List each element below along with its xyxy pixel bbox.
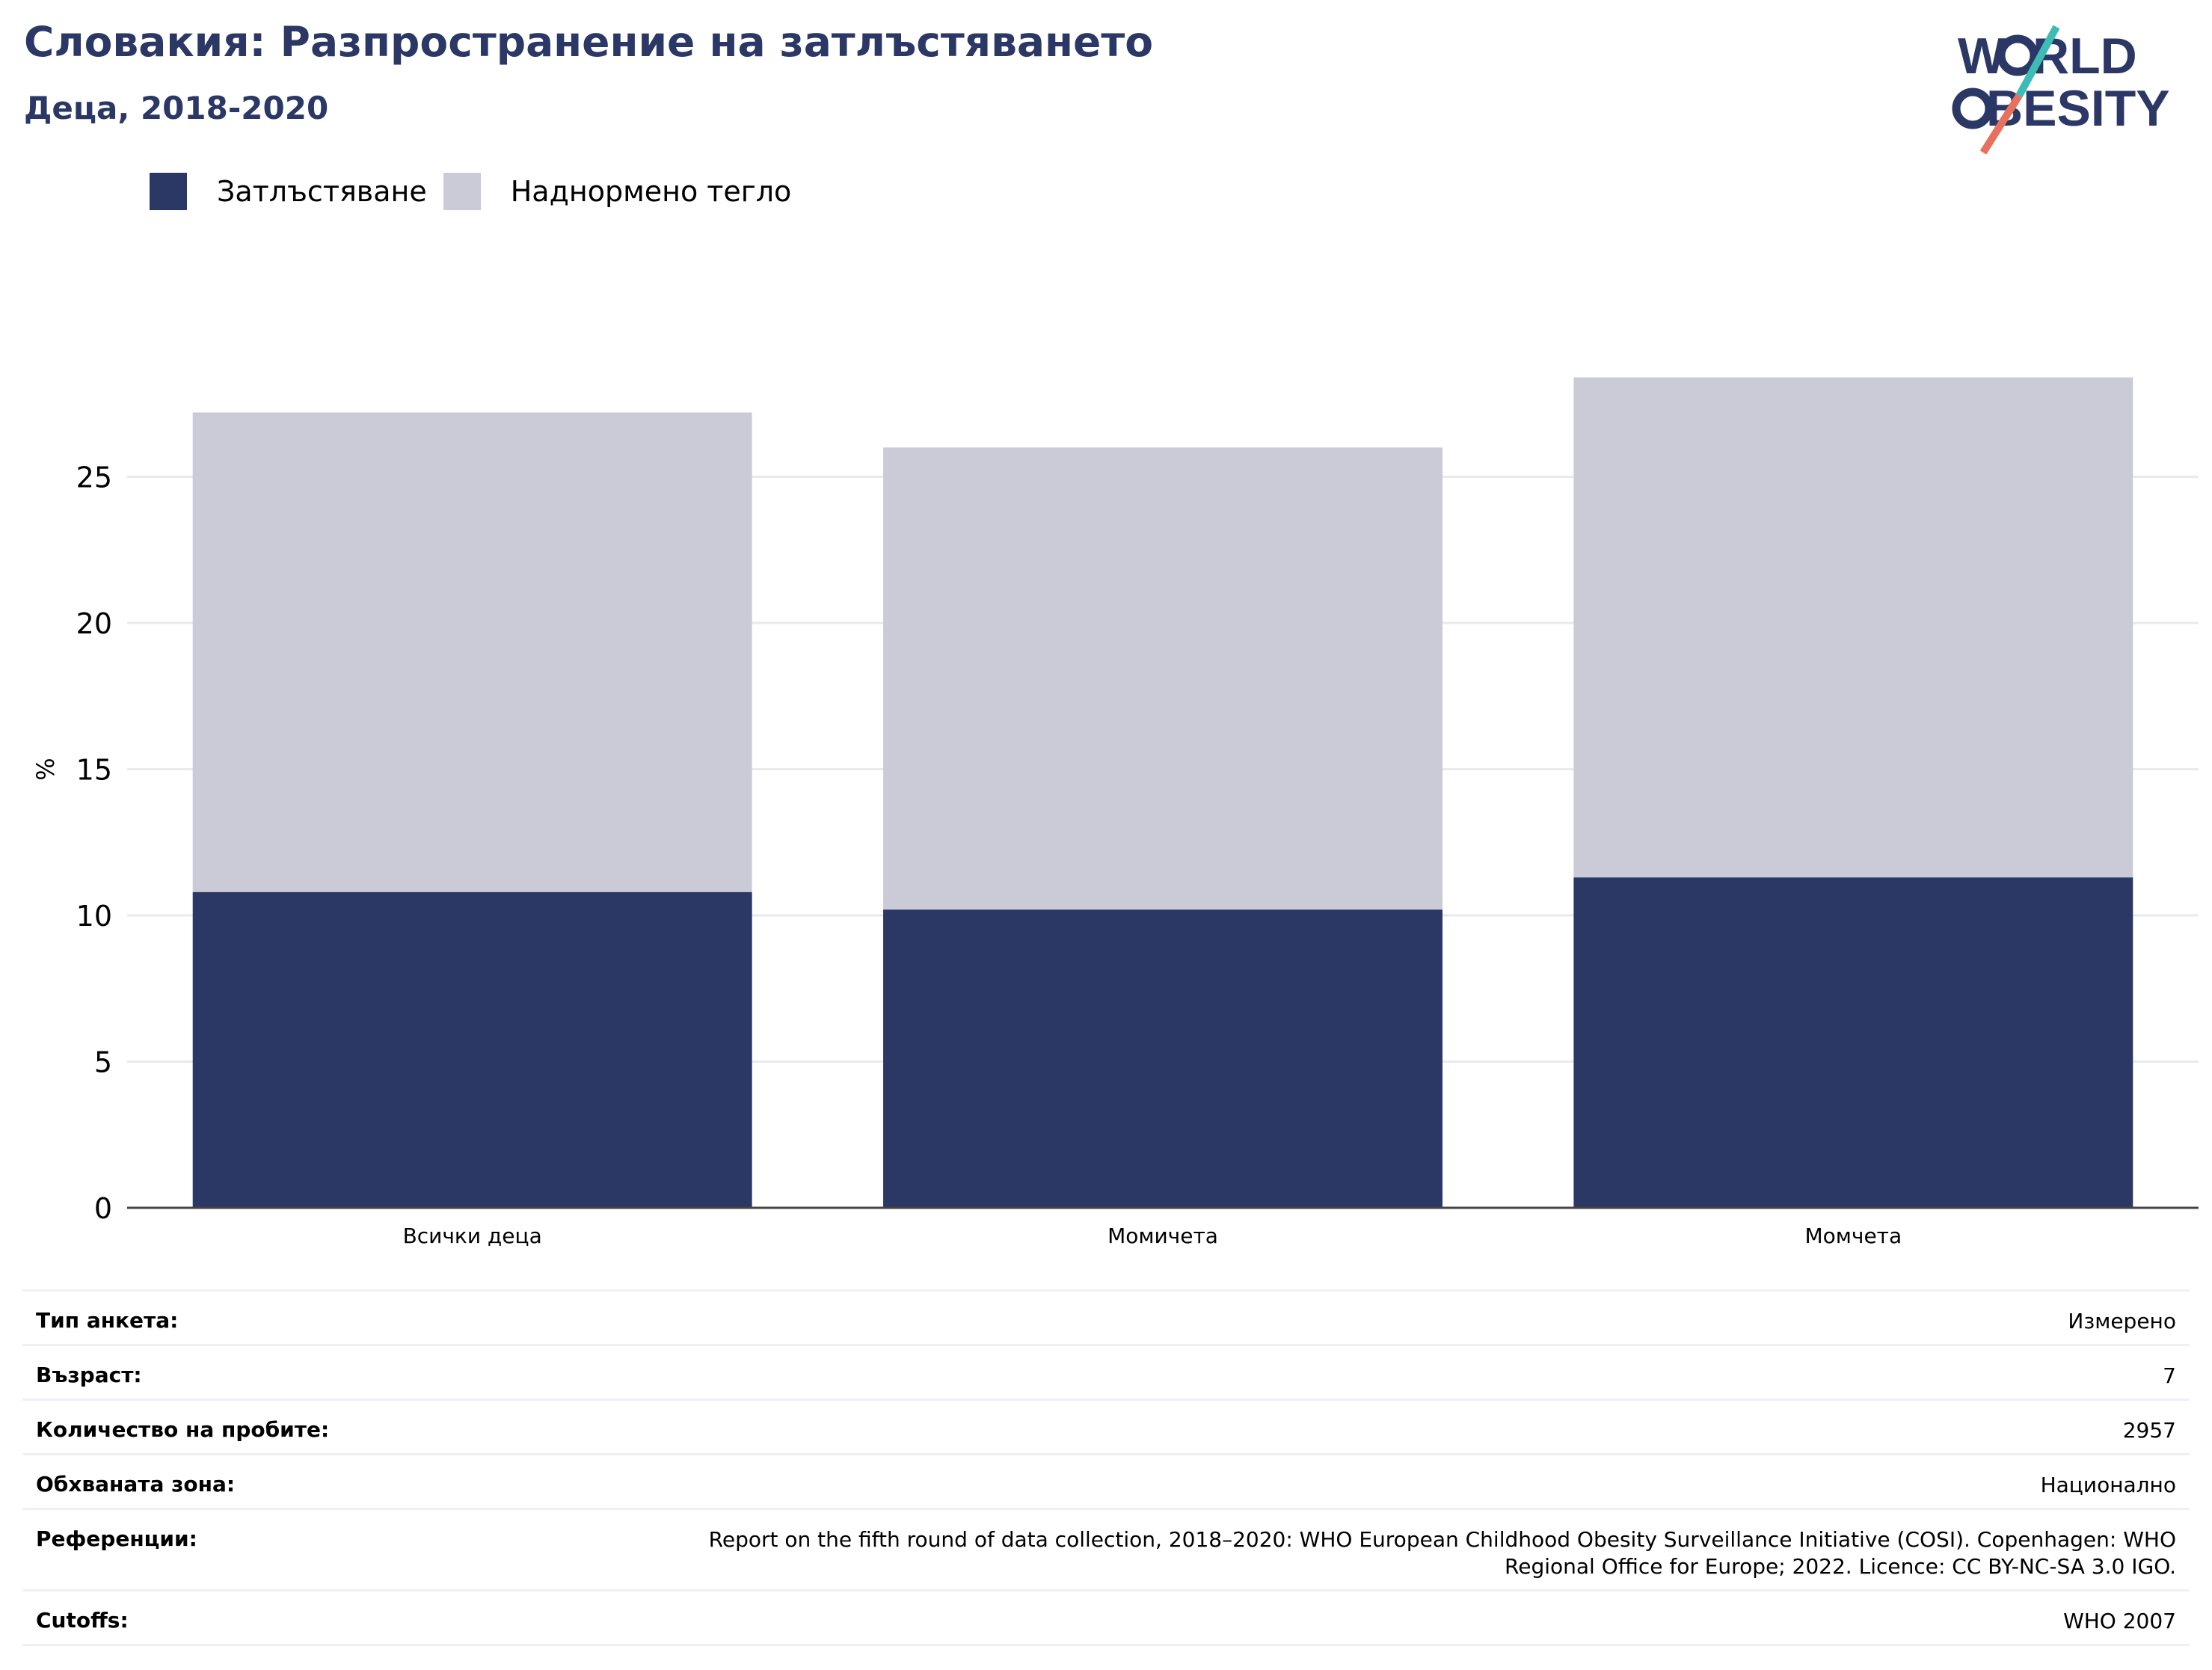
info-row-age: Възраст: 7	[22, 1344, 2190, 1400]
chart-title: Словакия: Разпространение на затлъстяван…	[24, 18, 1153, 66]
bar-obesity-2	[1573, 877, 2133, 1208]
info-key-coverage: Обхваната зона:	[22, 1453, 498, 1509]
legend-item-overweight: Наднормено тегло	[443, 173, 792, 210]
svg-text:BESITY: BESITY	[1986, 80, 2170, 137]
y-tick-label-0: 0	[94, 1192, 112, 1225]
info-value-references: Report on the fifth round of data collec…	[498, 1508, 2190, 1591]
survey-info-table: Тип анкета: Измерено Възраст: 7 Количест…	[22, 1289, 2190, 1646]
x-tick-label-0: Всички деца	[403, 1224, 542, 1248]
legend-label-overweight: Наднормено тегло	[510, 175, 792, 208]
reference-line-1: Report on the fifth round of data collec…	[708, 1527, 2176, 1552]
y-tick-label-20: 20	[76, 607, 112, 640]
info-key-references: Референции:	[22, 1508, 498, 1591]
stacked-bar-chart: 0 5 10 15 20 25% Всички деца Момичета Момчета	[31, 377, 2199, 1248]
info-row-survey-type: Тип анкета: Измерено	[22, 1289, 2190, 1345]
x-tick-label-2: Момчета	[1805, 1224, 1902, 1248]
y-tick-label-25: 25	[76, 461, 112, 494]
info-value-cutoffs: WHO 2007	[498, 1589, 2190, 1646]
legend-label-obesity: Затлъстяване	[217, 175, 427, 208]
legend-swatch-overweight	[443, 173, 481, 210]
info-key-cutoffs: Cutoffs:	[22, 1589, 498, 1646]
info-row-sample-size: Количество на пробите: 2957	[22, 1399, 2190, 1455]
reference-line-2: Regional Office for Europe; 2022. Licenc…	[1505, 1554, 2176, 1579]
info-value-age: 7	[498, 1344, 2190, 1400]
bar-overweight-2	[1573, 377, 2133, 878]
legend-item-obesity: Затлъстяване	[150, 173, 427, 210]
bar-obesity-0	[192, 891, 752, 1208]
chart-subtitle: Деца, 2018-2020	[24, 90, 329, 126]
info-key-age: Възраст:	[22, 1344, 498, 1400]
bar-overweight-0	[192, 412, 752, 892]
info-row-cutoffs: Cutoffs: WHO 2007	[22, 1589, 2190, 1646]
info-value-survey-type: Измерено	[498, 1289, 2190, 1345]
info-key-survey-type: Тип анкета:	[22, 1289, 498, 1345]
y-tick-label-15: 15	[76, 754, 112, 787]
info-value-coverage: Национално	[498, 1453, 2190, 1509]
chart-legend: Затлъстяване Наднормено тегло	[150, 171, 808, 212]
info-key-sample-size: Количество на пробите:	[22, 1399, 498, 1455]
x-tick-label-1: Момичета	[1107, 1224, 1218, 1248]
world-obesity-logo: W RLD BESITY	[1952, 25, 2170, 155]
bar-overweight-1	[883, 447, 1443, 910]
info-row-references: Референции: Report on the fifth round of…	[22, 1508, 2190, 1591]
y-axis-label: %	[31, 758, 60, 780]
info-value-sample-size: 2957	[498, 1399, 2190, 1455]
legend-swatch-obesity	[150, 173, 187, 210]
y-tick-label-5: 5	[94, 1046, 112, 1079]
y-tick-label-10: 10	[76, 900, 112, 933]
bar-obesity-1	[883, 909, 1443, 1208]
info-row-coverage: Обхваната зона: Национално	[22, 1453, 2190, 1509]
